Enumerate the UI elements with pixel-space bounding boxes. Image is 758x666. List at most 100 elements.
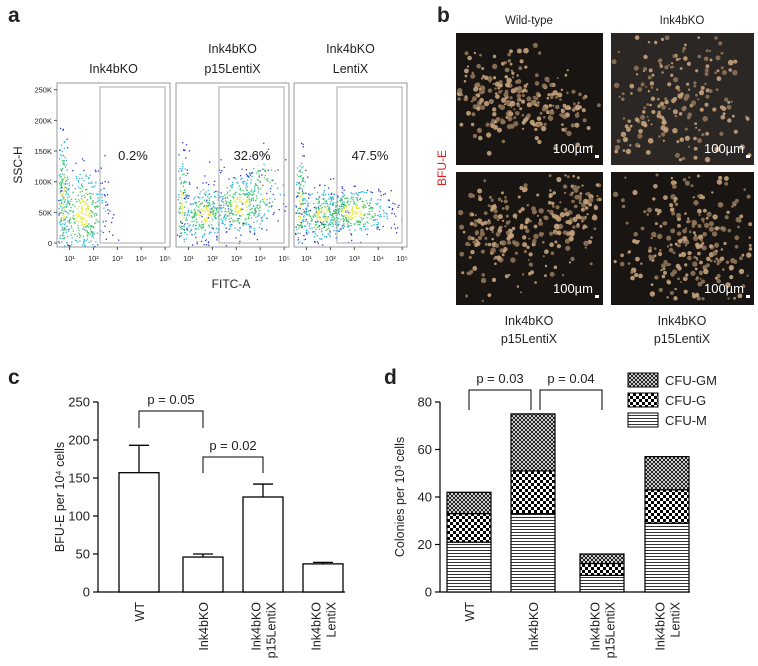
event-dot xyxy=(62,168,63,169)
cell xyxy=(519,186,523,190)
cell xyxy=(539,208,544,213)
event-dot xyxy=(59,174,60,175)
cell xyxy=(562,115,565,118)
event-dot xyxy=(72,204,73,205)
event-dot xyxy=(77,236,78,237)
event-dot xyxy=(64,224,65,225)
event-dot xyxy=(71,244,72,245)
event-dot xyxy=(391,190,392,191)
event-dot xyxy=(80,203,81,204)
x-tick-label: 10³ xyxy=(349,254,360,263)
event-dot xyxy=(335,205,336,206)
event-dot xyxy=(334,209,335,210)
cell xyxy=(517,93,522,98)
event-dot xyxy=(328,228,329,229)
event-dot xyxy=(315,209,316,210)
event-dot xyxy=(271,205,272,206)
event-dot xyxy=(82,191,83,192)
event-dot xyxy=(322,217,323,218)
event-dot xyxy=(98,170,99,171)
cell xyxy=(574,123,579,128)
cell xyxy=(712,107,716,111)
event-dot xyxy=(230,212,231,213)
event-dot xyxy=(105,181,106,182)
cell xyxy=(635,35,640,40)
cell xyxy=(693,231,696,234)
event-dot xyxy=(184,206,185,207)
event-dot xyxy=(285,159,286,160)
cell xyxy=(626,127,631,132)
cell xyxy=(727,105,732,110)
cell xyxy=(724,98,728,102)
event-dot xyxy=(350,223,351,224)
event-dot xyxy=(182,168,183,169)
event-dot xyxy=(324,200,325,201)
cell xyxy=(579,201,582,204)
event-dot xyxy=(260,223,261,224)
cell xyxy=(684,290,688,294)
event-dot xyxy=(244,181,245,182)
cell xyxy=(698,129,701,132)
event-dot xyxy=(257,239,258,240)
event-dot xyxy=(327,206,328,207)
cell xyxy=(661,38,664,41)
cell xyxy=(658,252,662,256)
event-dot xyxy=(344,202,345,203)
cell xyxy=(510,257,515,262)
event-dot xyxy=(342,192,343,193)
cell xyxy=(613,192,618,197)
event-dot xyxy=(229,228,230,229)
event-dot xyxy=(240,179,241,180)
cell xyxy=(517,89,522,94)
event-dot xyxy=(63,174,64,175)
event-dot xyxy=(75,163,76,164)
cell xyxy=(670,243,673,246)
event-dot xyxy=(257,193,258,194)
event-dot xyxy=(325,218,326,219)
event-dot xyxy=(223,207,224,208)
event-dot xyxy=(347,226,348,227)
event-dot xyxy=(344,215,345,216)
event-dot xyxy=(229,215,230,216)
event-dot xyxy=(305,239,306,240)
x-tick-label: 10⁴ xyxy=(254,254,266,263)
event-dot xyxy=(66,169,67,170)
cell xyxy=(494,87,496,89)
event-dot xyxy=(339,214,340,215)
cell xyxy=(712,214,717,219)
event-dot xyxy=(258,170,259,171)
event-dot xyxy=(70,207,71,208)
event-dot xyxy=(257,221,258,222)
event-dot xyxy=(307,177,308,178)
cell xyxy=(706,64,710,68)
cell xyxy=(517,98,520,101)
event-dot xyxy=(180,206,181,207)
event-dot xyxy=(333,194,334,195)
event-dot xyxy=(85,202,86,203)
cell xyxy=(667,281,671,285)
cell xyxy=(707,212,712,217)
event-dot xyxy=(221,192,222,193)
cell xyxy=(663,271,667,275)
cell xyxy=(706,49,709,52)
event-dot xyxy=(242,169,243,170)
cell xyxy=(542,107,547,112)
event-dot xyxy=(233,199,234,200)
event-dot xyxy=(234,194,235,195)
cell xyxy=(645,86,647,88)
cell xyxy=(493,55,496,58)
cell xyxy=(730,258,735,263)
cell xyxy=(565,246,570,251)
event-dot xyxy=(179,168,180,169)
event-dot xyxy=(376,204,377,205)
cell xyxy=(580,192,583,195)
event-dot xyxy=(316,211,317,212)
cell xyxy=(476,107,480,111)
cell xyxy=(597,103,601,107)
cell xyxy=(662,222,666,226)
event-dot xyxy=(330,231,331,232)
event-dot xyxy=(64,189,65,190)
x-tick-label: 10² xyxy=(88,254,99,263)
cell xyxy=(694,234,696,236)
cell xyxy=(544,249,549,254)
